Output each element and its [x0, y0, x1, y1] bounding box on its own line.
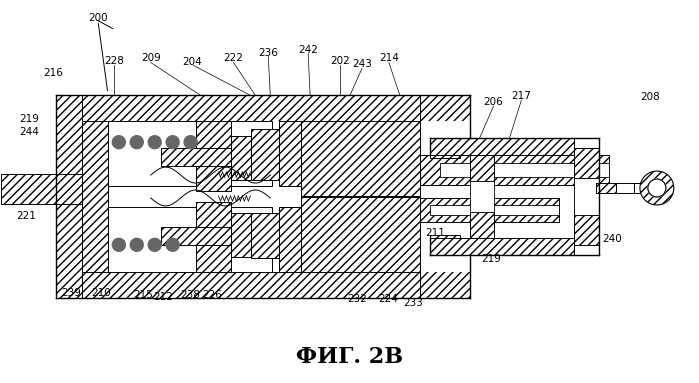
Bar: [231, 213, 252, 257]
Text: 239: 239: [61, 288, 81, 298]
Bar: [430, 238, 599, 255]
Text: 228: 228: [104, 56, 124, 67]
Bar: [252, 129, 280, 180]
Bar: [108, 207, 273, 272]
Bar: [596, 183, 641, 193]
Bar: [634, 183, 657, 193]
Text: 226: 226: [203, 290, 222, 300]
Bar: [470, 181, 494, 212]
Bar: [419, 221, 470, 298]
Text: 215: 215: [133, 290, 152, 300]
Bar: [574, 138, 599, 255]
Text: ФИГ. 2B: ФИГ. 2B: [296, 346, 403, 368]
Text: 219: 219: [20, 114, 39, 124]
Text: 244: 244: [20, 127, 39, 137]
Wedge shape: [640, 171, 674, 205]
Text: 200: 200: [88, 13, 108, 23]
Text: 212: 212: [154, 291, 173, 302]
Circle shape: [648, 179, 666, 197]
Bar: [56, 95, 82, 298]
Bar: [82, 121, 470, 272]
Bar: [196, 121, 231, 191]
Bar: [574, 215, 599, 245]
Circle shape: [130, 136, 143, 149]
Text: 243: 243: [352, 59, 372, 69]
Bar: [301, 121, 419, 196]
Text: 221: 221: [16, 211, 36, 221]
Bar: [470, 148, 494, 181]
Circle shape: [113, 136, 125, 149]
Text: 222: 222: [224, 54, 243, 64]
Text: 232: 232: [347, 294, 367, 304]
Bar: [574, 178, 599, 215]
Bar: [430, 235, 460, 245]
Circle shape: [184, 136, 197, 149]
Bar: [419, 95, 470, 172]
Text: 202: 202: [330, 56, 350, 67]
Bar: [161, 148, 231, 166]
Bar: [430, 148, 460, 158]
Text: 204: 204: [182, 57, 203, 67]
Text: 210: 210: [91, 288, 110, 298]
Bar: [56, 95, 470, 121]
Bar: [419, 155, 609, 185]
Bar: [470, 212, 494, 245]
Bar: [231, 136, 252, 180]
Text: 209: 209: [140, 54, 161, 64]
Bar: [280, 121, 301, 186]
Bar: [430, 205, 559, 215]
Bar: [440, 163, 609, 177]
Text: 233: 233: [403, 298, 423, 308]
Text: 242: 242: [298, 44, 318, 54]
Bar: [301, 197, 419, 272]
Text: 206: 206: [484, 97, 503, 107]
Text: 211: 211: [426, 228, 446, 238]
Circle shape: [166, 238, 179, 251]
Bar: [280, 207, 301, 272]
Bar: [419, 198, 559, 222]
Text: 224: 224: [378, 294, 398, 304]
Bar: [1, 174, 82, 204]
Text: 240: 240: [602, 234, 622, 244]
Bar: [430, 138, 599, 155]
Text: 236: 236: [259, 47, 278, 57]
Bar: [82, 121, 108, 272]
Text: 216: 216: [43, 69, 63, 79]
Circle shape: [113, 238, 125, 251]
Circle shape: [166, 136, 179, 149]
Bar: [596, 183, 616, 193]
Circle shape: [130, 238, 143, 251]
Text: 214: 214: [379, 54, 399, 64]
Bar: [161, 227, 231, 245]
Text: 208: 208: [640, 92, 660, 102]
Circle shape: [148, 136, 161, 149]
Bar: [574, 148, 599, 178]
Bar: [108, 121, 273, 186]
Text: 217: 217: [512, 92, 531, 101]
Bar: [252, 213, 280, 258]
Bar: [56, 272, 470, 298]
Bar: [196, 202, 231, 272]
Circle shape: [148, 238, 161, 251]
Text: 238: 238: [180, 290, 201, 300]
Text: 219: 219: [482, 254, 501, 264]
